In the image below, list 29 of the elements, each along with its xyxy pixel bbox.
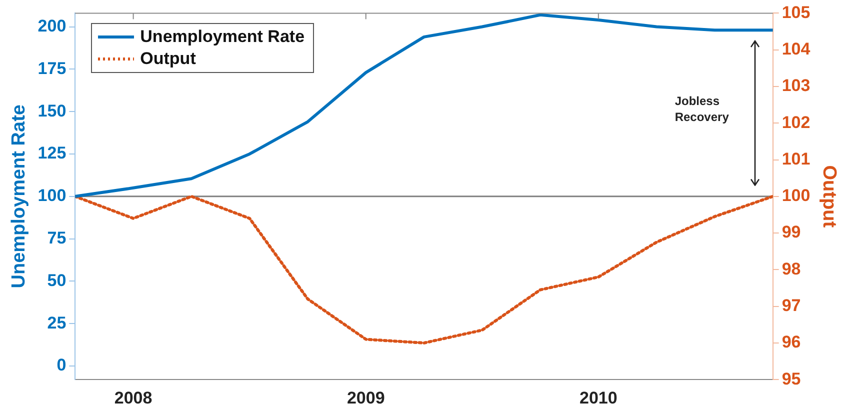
y2-tick-label: 98	[782, 259, 801, 278]
y2-tick-label: 105	[782, 2, 810, 22]
legend-label: Unemployment Rate	[140, 27, 305, 48]
y-tick-label: 50	[47, 270, 66, 290]
y2-tick-label: 95	[782, 369, 801, 388]
y-tick-label: 0	[56, 356, 66, 375]
x-tick-label: 2010	[580, 388, 618, 408]
y2-tick-label: 102	[782, 112, 810, 132]
legend-label: Output	[140, 49, 196, 70]
y2-tick-label: 96	[782, 332, 801, 352]
y2-tick-label: 101	[782, 149, 810, 168]
y-tick-label: 175	[38, 58, 66, 78]
line-series	[75, 194, 773, 344]
y2-tick-label: 97	[782, 296, 801, 316]
y-tick-label: 200	[38, 16, 66, 36]
y2-tick-label: 103	[782, 76, 810, 96]
annotation: Jobless Recovery	[674, 93, 730, 126]
y2-axis-title: Output	[818, 165, 840, 228]
y2-tick-label: 99	[782, 222, 801, 242]
y-tick-label: 100	[38, 186, 66, 206]
y-tick-label: 150	[38, 101, 66, 120]
y2-tick-label: 104	[782, 40, 811, 59]
x-tick-label: 2008	[114, 388, 152, 408]
x-tick-label: 2009	[346, 388, 385, 408]
y2-tick-label: 100	[782, 186, 810, 206]
y-tick-label: 75	[47, 228, 66, 248]
y-tick-label: 25	[47, 313, 66, 332]
y-tick-label: 125	[38, 144, 66, 163]
y-axis-title: Unemployment Rate	[8, 104, 30, 288]
